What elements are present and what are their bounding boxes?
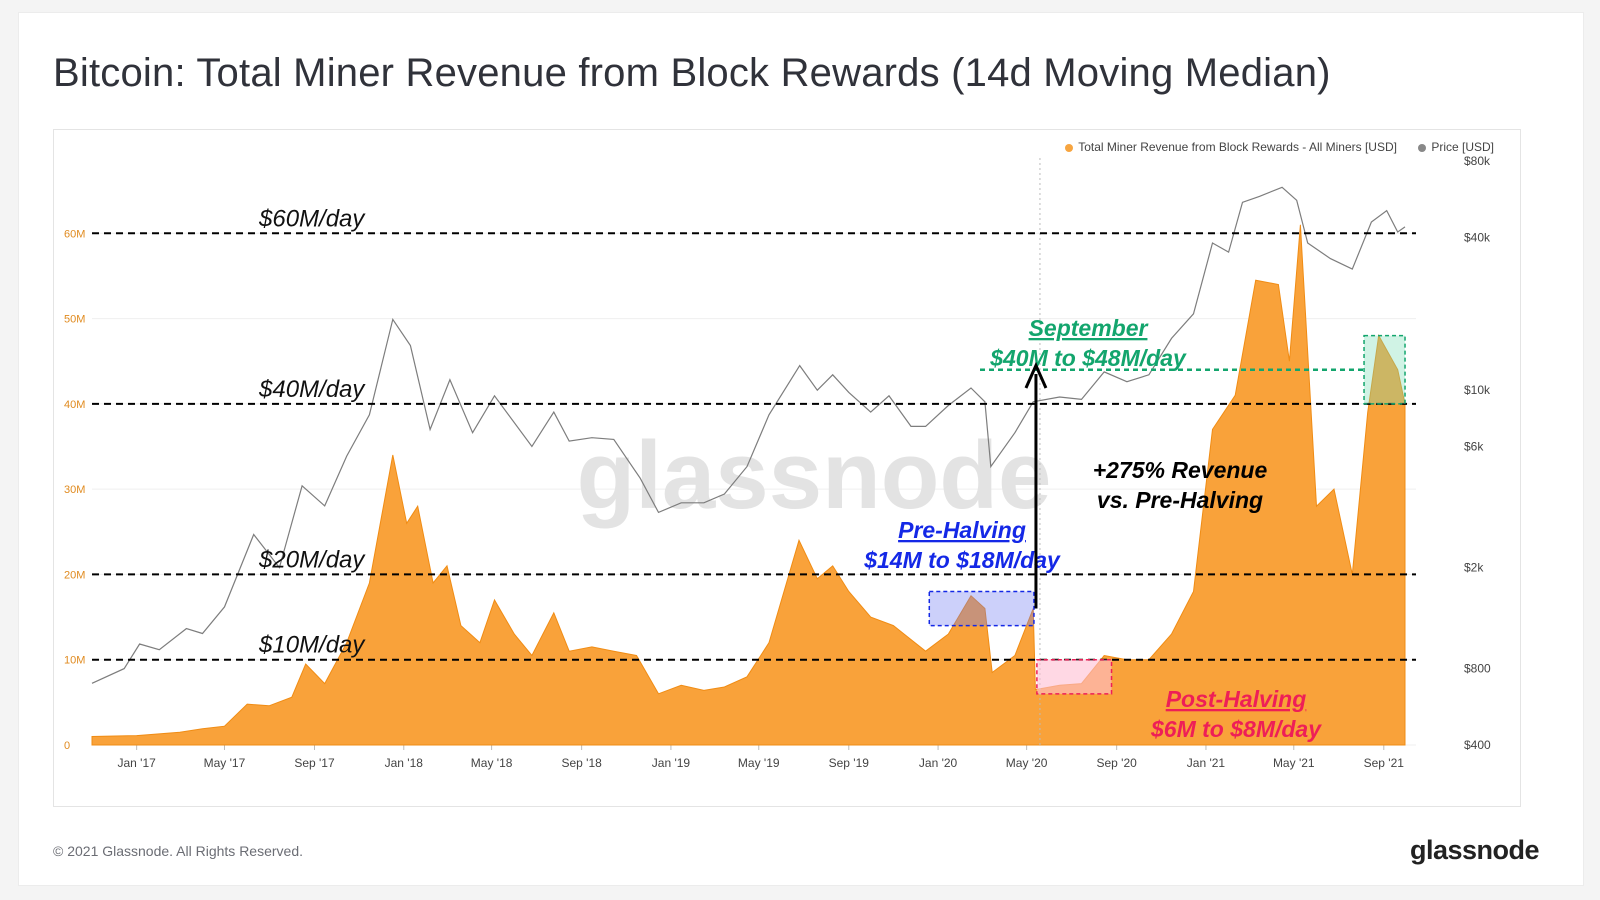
legend-price-label: Price [USD] (1431, 140, 1494, 154)
pre-halving-title: Pre-Halving (898, 517, 1026, 543)
y-right-tick-label: $10k (1464, 383, 1491, 397)
pre-halving-range: $14M to $18M/day (863, 547, 1061, 573)
growth-label-line2: vs. Pre-Halving (1097, 487, 1263, 513)
post-halving-box (1036, 658, 1113, 695)
y-left-tick-label: 30M (64, 484, 85, 496)
page-title: Bitcoin: Total Miner Revenue from Block … (53, 51, 1331, 95)
x-tick-label: Jan '17 (117, 756, 156, 770)
legend-price[interactable]: Price [USD] (1418, 140, 1494, 154)
legend-revenue[interactable]: Total Miner Revenue from Block Rewards -… (1065, 140, 1397, 154)
legend-revenue-dot (1065, 143, 1074, 152)
x-tick-label: Jan '20 (919, 756, 958, 770)
chart-plot: 0 10M 20M 30M 40M 50M 60M $400 $800 $2k $6k $10k $40… (53, 129, 1521, 807)
pre-halving-box (928, 590, 1035, 627)
y-right-tick-label: $80k (1464, 154, 1491, 168)
y-left-tick-label: 50M (64, 314, 85, 326)
label-20m-day: $20M/day (258, 546, 366, 573)
growth-label-line1: +275% Revenue (1093, 457, 1268, 483)
label-40m-day: $40M/day (258, 376, 366, 403)
september-range: $40M to $48M/day (989, 345, 1187, 371)
legend-price-dot (1418, 143, 1427, 152)
legend-revenue-label: Total Miner Revenue from Block Rewards -… (1078, 140, 1397, 154)
y-left-tick-label: 40M (64, 399, 85, 411)
post-halving-range: $6M to $8M/day (1150, 716, 1322, 742)
y-left-tick-label: 10M (64, 655, 85, 667)
legend: Total Miner Revenue from Block Rewards -… (1047, 140, 1494, 154)
september-box (1363, 334, 1406, 405)
x-tick-label: May '19 (738, 756, 780, 770)
x-tick-label: May '20 (1006, 756, 1048, 770)
y-right-tick-label: $800 (1464, 662, 1491, 676)
september-title: September (1029, 315, 1149, 341)
x-tick-label: May '17 (204, 756, 246, 770)
x-tick-label: Sep '18 (561, 756, 602, 770)
x-tick-label: Jan '18 (385, 756, 424, 770)
y-right-tick-label: $40k (1464, 230, 1491, 244)
x-tick-label: Sep '20 (1096, 756, 1137, 770)
x-tick-label: May '18 (471, 756, 513, 770)
x-tick-label: May '21 (1273, 756, 1315, 770)
y-right-tick-label: $400 (1464, 738, 1491, 752)
price-line (91, 186, 1406, 684)
label-60m-day: $60M/day (258, 205, 366, 232)
y-right-tick-label: $2k (1464, 561, 1484, 575)
watermark: glassnode (577, 422, 1052, 529)
y-left-tick-label: 0 (64, 740, 70, 752)
copyright-footer: © 2021 Glassnode. All Rights Reserved. (53, 843, 304, 859)
y-left-tick-label: 20M (64, 569, 85, 581)
x-tick-label: Jan '19 (652, 756, 691, 770)
y-right-tick-label: $6k (1464, 440, 1484, 454)
chart-card: Bitcoin: Total Miner Revenue from Block … (18, 12, 1584, 886)
x-tick-label: Sep '17 (294, 756, 335, 770)
revenue-area (91, 224, 1406, 746)
x-tick-label: Jan '21 (1187, 756, 1226, 770)
x-tick-label: Sep '21 (1364, 756, 1405, 770)
label-10m-day: $10M/day (258, 632, 366, 659)
post-halving-title: Post-Halving (1166, 686, 1307, 712)
x-tick-label: Sep '19 (829, 756, 870, 770)
chart-svg: 0 10M 20M 30M 40M 50M 60M $400 $800 $2k $6k $10k $40… (64, 154, 1491, 770)
brand-logo: glassnode (1409, 835, 1540, 865)
y-left-tick-label: 60M (64, 228, 85, 240)
growth-arrow-head (1024, 361, 1048, 389)
